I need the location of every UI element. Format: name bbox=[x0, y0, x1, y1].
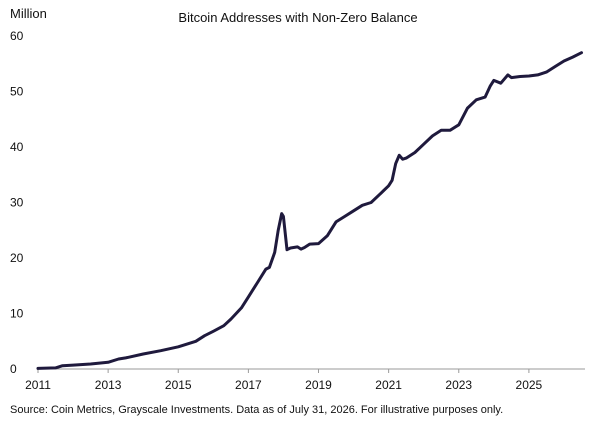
x-tick-label: 2015 bbox=[165, 378, 192, 392]
y-tick-label: 50 bbox=[10, 85, 24, 99]
x-tick-label: 2011 bbox=[25, 378, 51, 392]
y-axis-unit-label: Million bbox=[10, 6, 47, 21]
y-tick-label: 20 bbox=[10, 251, 24, 265]
chart-title: Bitcoin Addresses with Non-Zero Balance bbox=[178, 10, 417, 25]
x-tick-label: 2019 bbox=[305, 378, 332, 392]
y-tick-label: 0 bbox=[10, 362, 17, 376]
x-tick-label: 2023 bbox=[445, 378, 472, 392]
y-tick-label: 10 bbox=[10, 307, 24, 321]
x-axis: 2011 2013 2015 2017 2019 2021 2023 2025 bbox=[25, 369, 543, 392]
source-note: Source: Coin Metrics, Grayscale Investme… bbox=[10, 404, 503, 416]
y-tick-label: 30 bbox=[10, 196, 24, 210]
x-tick-label: 2025 bbox=[516, 378, 543, 392]
x-tick-label: 2021 bbox=[375, 378, 402, 392]
y-tick-label: 40 bbox=[10, 140, 24, 154]
x-tick-label: 2013 bbox=[95, 378, 122, 392]
series-line-nonzero-addresses bbox=[36, 51, 583, 370]
y-tick-label: 60 bbox=[10, 29, 24, 43]
x-tick-label: 2017 bbox=[235, 378, 262, 392]
y-axis: 0 10 20 30 40 50 60 bbox=[10, 29, 24, 376]
